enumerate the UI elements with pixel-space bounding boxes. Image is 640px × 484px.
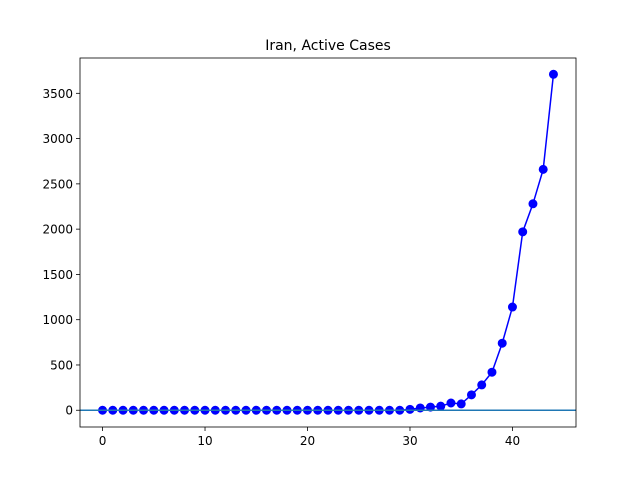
data-point	[436, 401, 446, 411]
plot-content	[80, 69, 576, 415]
data-point	[477, 380, 487, 390]
y-tick-label: 0	[65, 404, 73, 418]
y-tick-label: 1500	[42, 268, 73, 282]
chart-title: Iran, Active Cases	[265, 38, 391, 54]
y-tick-label: 3500	[42, 87, 73, 101]
data-point	[405, 404, 415, 414]
x-tick-label: 20	[300, 434, 315, 448]
data-point	[425, 402, 435, 412]
data-point	[548, 69, 558, 79]
data-point	[487, 367, 497, 377]
x-tick-label: 40	[505, 434, 520, 448]
data-point	[507, 302, 517, 312]
data-point	[538, 164, 548, 174]
y-tick-label: 1000	[42, 313, 73, 327]
x-tick-label: 10	[197, 434, 212, 448]
data-point	[456, 399, 466, 409]
axes-frame	[79, 57, 577, 428]
x-tick-label: 30	[402, 434, 417, 448]
data-point	[528, 199, 538, 209]
y-tick-label: 3000	[42, 132, 73, 146]
data-point	[518, 227, 528, 237]
x-tick-label: 0	[99, 434, 107, 448]
y-tick-label: 2000	[42, 223, 73, 237]
data-point	[446, 398, 456, 408]
data-point	[466, 390, 476, 400]
y-tick-label: 500	[50, 358, 73, 372]
plot-area	[80, 69, 576, 415]
y-tick-label: 2500	[42, 177, 73, 191]
axes: 0 10 20 30 40 0 500 1000 1500 2000 2500 3000 3500	[42, 57, 577, 448]
data-point	[497, 338, 507, 348]
